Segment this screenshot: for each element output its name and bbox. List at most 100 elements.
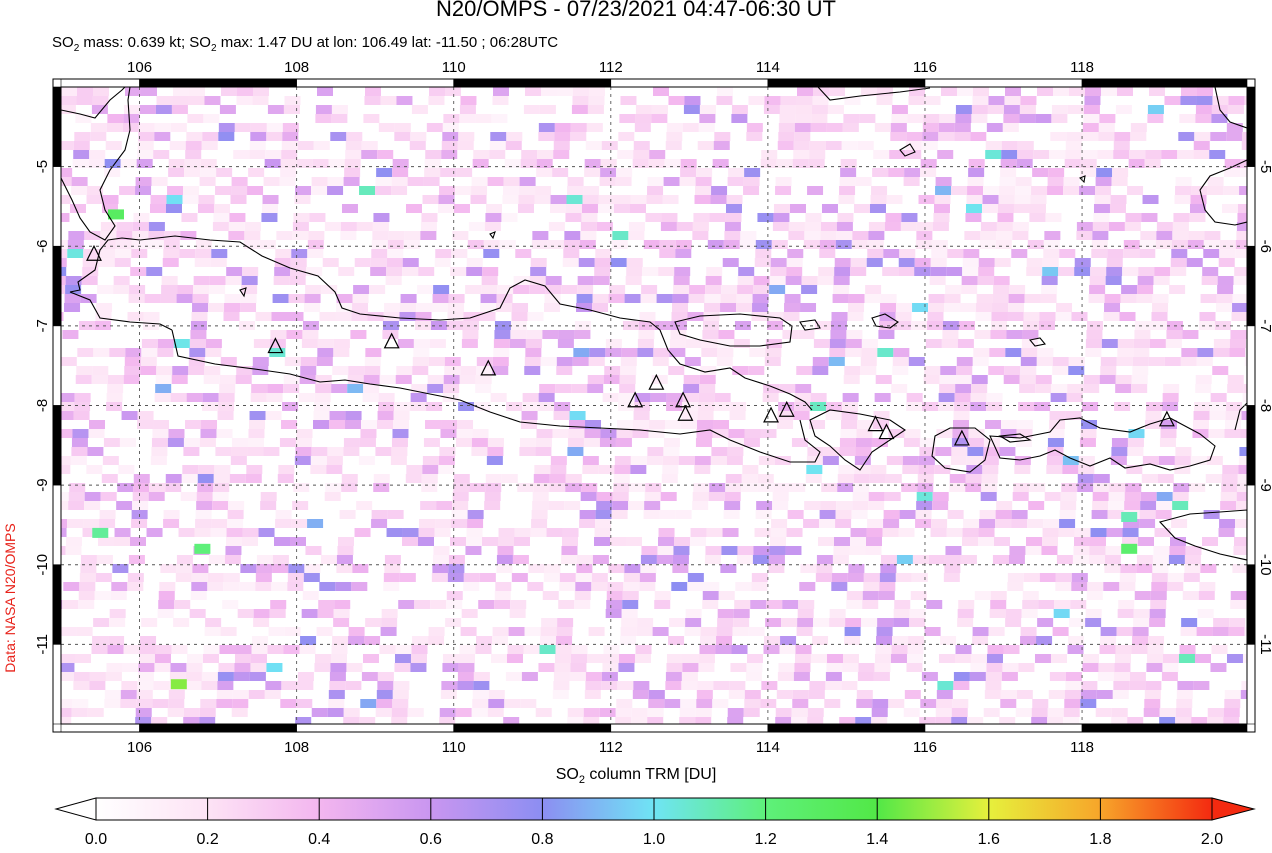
- so2-pixel: [1191, 186, 1208, 195]
- so2-pixel: [617, 681, 634, 690]
- so2-pixel: [424, 168, 441, 177]
- so2-pixel: [1235, 249, 1247, 258]
- so2-pixel: [185, 681, 202, 690]
- so2-pixel: [685, 339, 702, 348]
- so2-pixel: [352, 294, 369, 303]
- so2-pixel: [777, 141, 794, 150]
- so2-pixel: [109, 618, 126, 627]
- so2-pixel: [574, 600, 591, 609]
- so2-pixel: [615, 438, 632, 447]
- so2-pixel: [898, 258, 915, 267]
- so2-pixel: [891, 114, 908, 123]
- so2-pixel: [908, 636, 925, 645]
- so2-pixel: [168, 159, 185, 168]
- so2-pixel: [1162, 393, 1179, 402]
- so2-pixel: [895, 312, 912, 321]
- so2-pixel: [523, 645, 540, 654]
- frame-lon-bar: [60, 723, 140, 733]
- lat-tick-label-right: -10: [1257, 554, 1272, 576]
- so2-pixel: [101, 474, 118, 483]
- so2-pixel: [212, 501, 229, 510]
- so2-pixel: [760, 159, 777, 168]
- so2-pixel: [922, 132, 939, 141]
- so2-pixel: [1041, 546, 1058, 555]
- so2-pixel: [1162, 654, 1179, 663]
- so2-pixel: [1098, 123, 1115, 132]
- so2-pixel: [1049, 411, 1066, 420]
- so2-pixel: [419, 519, 436, 528]
- so2-pixel: [72, 159, 89, 168]
- so2-pixel: [407, 708, 424, 717]
- so2-pixel: [466, 258, 483, 267]
- so2-pixel: [702, 321, 719, 330]
- so2-pixel: [120, 159, 137, 168]
- so2-pixel: [727, 708, 744, 717]
- so2-pixel: [461, 339, 478, 348]
- so2-pixel: [422, 195, 439, 204]
- so2-pixel: [562, 258, 579, 267]
- so2-pixel: [1083, 105, 1100, 114]
- so2-pixel: [432, 564, 449, 573]
- so2-pixel: [1120, 294, 1137, 303]
- so2-pixel: [91, 375, 108, 384]
- so2-pixel: [638, 321, 655, 330]
- so2-pixel: [647, 447, 664, 456]
- so2-pixel: [122, 123, 139, 132]
- so2-pixel: [232, 699, 249, 708]
- so2-pixel: [931, 519, 948, 528]
- so2-pixel: [114, 258, 131, 267]
- so2-pixel: [641, 546, 658, 555]
- so2-pixel: [1184, 564, 1201, 573]
- so2-pixel: [632, 690, 649, 699]
- so2-pixel: [764, 636, 781, 645]
- so2-pixel: [554, 663, 571, 672]
- so2-pixel: [183, 447, 200, 456]
- so2-pixel: [775, 717, 792, 724]
- so2-pixel: [140, 636, 157, 645]
- so2-pixel: [98, 258, 115, 267]
- so2-pixel: [233, 672, 250, 681]
- so2-pixel: [333, 618, 350, 627]
- so2-pixel: [326, 456, 343, 465]
- so2-pixel: [983, 186, 1000, 195]
- so2-pixel: [1000, 690, 1017, 699]
- so2-pixel: [418, 528, 435, 537]
- so2-pixel: [198, 465, 215, 474]
- so2-pixel: [466, 267, 483, 276]
- so2-pixel: [1081, 420, 1098, 429]
- so2-pixel: [140, 357, 157, 366]
- so2-pixel: [957, 618, 974, 627]
- so2-pixel: [935, 186, 952, 195]
- so2-pixel: [1095, 177, 1112, 186]
- so2-pixel: [996, 231, 1013, 240]
- so2-pixel: [334, 600, 351, 609]
- so2-pixel: [663, 438, 680, 447]
- so2-pixel: [1131, 645, 1148, 654]
- so2-pixel: [846, 591, 863, 600]
- so2-pixel: [1138, 267, 1155, 276]
- so2-pixel: [830, 330, 847, 339]
- so2-pixel: [874, 654, 891, 663]
- so2-pixel: [945, 285, 962, 294]
- frame-lat-bar: [1246, 245, 1256, 327]
- so2-pixel: [592, 294, 609, 303]
- colorbar: [54, 797, 1256, 821]
- so2-pixel: [208, 555, 225, 564]
- so2-pixel: [765, 339, 782, 348]
- so2-pixel: [1137, 276, 1154, 285]
- so2-pixel: [410, 393, 427, 402]
- so2-pixel: [444, 357, 461, 366]
- so2-pixel: [265, 411, 282, 420]
- so2-pixel: [902, 465, 919, 474]
- so2-pixel: [770, 528, 787, 537]
- so2-pixel: [859, 114, 876, 123]
- so2-pixel: [980, 231, 997, 240]
- so2-pixel: [153, 150, 170, 159]
- so2-pixel: [994, 258, 1011, 267]
- so2-pixel: [746, 663, 763, 672]
- so2-pixel: [472, 429, 489, 438]
- so2-pixel: [1236, 231, 1247, 240]
- so2-pixel: [1059, 519, 1076, 528]
- so2-pixel: [179, 249, 196, 258]
- so2-pixel: [1114, 132, 1131, 141]
